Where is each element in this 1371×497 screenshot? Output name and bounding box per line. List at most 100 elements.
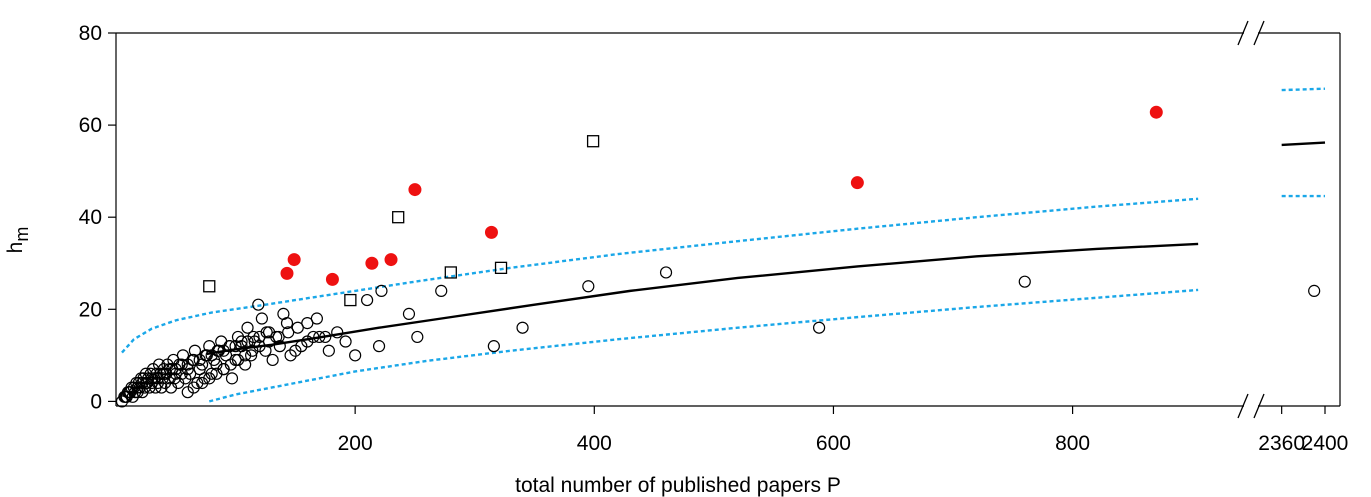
data-point-circle (199, 349, 212, 362)
data-point-circle (241, 321, 254, 334)
data-point-circle (224, 358, 237, 371)
data-point-circle (245, 349, 258, 362)
y-tick-label: 80 (79, 22, 102, 45)
data-point-circle (516, 321, 529, 334)
data-point-circle (248, 335, 261, 348)
y-tick-label: 0 (90, 390, 102, 413)
data-point-highlight (287, 253, 301, 267)
data-point-circle (487, 340, 500, 353)
data-point-circle (262, 335, 276, 348)
x-axis-label: total number of published papers P (515, 474, 841, 497)
data-point-circle (187, 353, 200, 367)
data-point-circle (349, 349, 362, 362)
data-point-highlight (384, 253, 398, 267)
data-point-square (586, 135, 600, 148)
data-point-circle (210, 367, 223, 380)
axis-break-mark (1237, 393, 1249, 419)
data-point-circle (231, 353, 245, 367)
x-tick-label: 600 (816, 432, 851, 455)
x-break-tick-label: 2360 (1258, 432, 1305, 455)
y-tick-label: 20 (79, 298, 102, 321)
data-point-circle (1018, 275, 1031, 288)
data-point-highlight (280, 266, 294, 280)
data-point-circle (145, 372, 158, 385)
data-point-square (392, 211, 405, 224)
data-point-circle (273, 340, 286, 353)
data-point-circle (253, 330, 266, 344)
axis-break-mark (1237, 20, 1249, 46)
data-point-highlight (365, 256, 379, 270)
x-tick-label: 800 (1055, 432, 1090, 455)
data-point-highlight (850, 176, 864, 190)
fit-lines (121, 87, 1326, 403)
data-point-circle (1308, 284, 1321, 297)
data-point-circle (247, 330, 260, 344)
data-point-circle (239, 349, 252, 362)
data-point-circle (203, 372, 216, 385)
y-tick-label: 40 (79, 206, 102, 229)
data-point-circle (211, 344, 224, 357)
confidence-band-line (208, 288, 1199, 403)
data-point-square (494, 261, 508, 275)
data-point-circle (195, 376, 209, 390)
data-point-circle (411, 330, 424, 344)
data-point-circle (812, 321, 826, 334)
x-break-tick-label: 2400 (1302, 432, 1349, 455)
x-tick-label: 400 (577, 432, 612, 455)
data-point-circle (301, 317, 314, 330)
data-point-circle (223, 340, 236, 353)
y-axis-label: hm (4, 227, 32, 254)
data-point-highlight (325, 272, 339, 286)
data-point-circle (319, 330, 332, 344)
y-axis-label-subscript: m (12, 227, 32, 242)
y-axis-label-main: h (4, 242, 27, 254)
data-point-circle (235, 335, 248, 348)
data-point-circle (307, 330, 320, 344)
x-tick-label: 200 (338, 432, 373, 455)
data-point-circle (179, 372, 192, 385)
data-point-circle (255, 312, 268, 325)
axis-break-mark (1253, 393, 1265, 419)
data-point-circle (372, 340, 386, 353)
data-point-circle (659, 266, 673, 279)
data-point-circle (339, 335, 352, 348)
data-point-circle (582, 280, 595, 293)
fit-line-break-segment (1281, 141, 1326, 147)
data-point-circle (361, 293, 374, 307)
data-point-circle (322, 344, 335, 357)
fit-line (206, 242, 1199, 356)
data-point-circle (239, 358, 252, 371)
data-point-circle (291, 321, 304, 334)
data-point-circle (266, 353, 279, 367)
data-point-circle (246, 344, 259, 357)
data-point-circle (280, 317, 294, 330)
data-point-circle (225, 372, 239, 385)
confidence-band-break-segment (1281, 87, 1326, 92)
data-point-circle (402, 307, 416, 321)
data-point-square (203, 280, 216, 293)
data-point-circle (253, 340, 266, 353)
data-point-circle (175, 358, 188, 371)
data-point-highlight (484, 225, 498, 239)
y-tick-label: 60 (79, 114, 102, 137)
data-point-highlight (408, 183, 422, 197)
data-point-circle (310, 312, 323, 325)
data-point-circle (184, 367, 197, 380)
data-points (115, 105, 1321, 408)
data-point-circle (252, 298, 265, 311)
data-point-circle (260, 326, 273, 339)
data-point-circle (272, 330, 285, 344)
data-point-circle (217, 363, 230, 376)
data-point-circle (284, 349, 297, 362)
data-point-highlight (1149, 105, 1163, 119)
data-point-circle (331, 326, 344, 339)
data-point-circle (313, 330, 326, 344)
data-point-square (344, 293, 357, 307)
data-point-circle (163, 363, 176, 376)
data-point-circle (375, 284, 388, 297)
data-point-circle (282, 326, 295, 339)
axes (108, 20, 1341, 419)
axis-break-mark (1253, 20, 1265, 46)
